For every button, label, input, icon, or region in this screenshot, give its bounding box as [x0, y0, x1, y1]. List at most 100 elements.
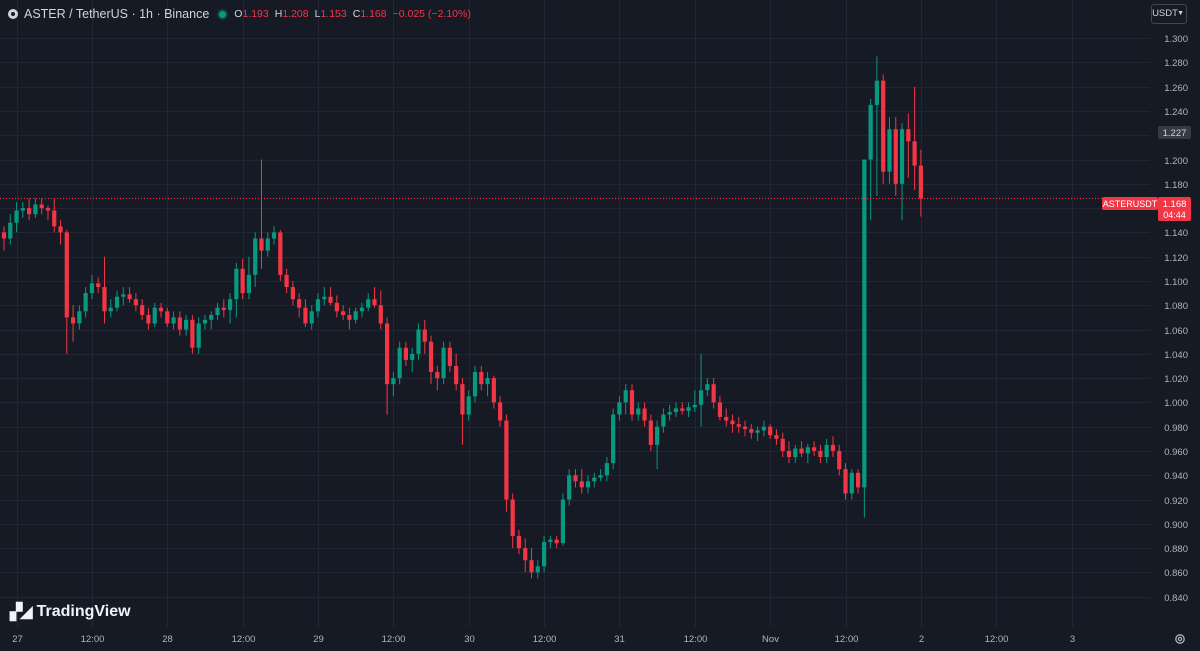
candle-body [604, 463, 609, 476]
candle [673, 402, 679, 417]
chevron-down-icon: ▼ [1177, 10, 1184, 17]
candle-body [724, 416, 729, 421]
candle [742, 420, 748, 437]
candle-body [359, 307, 365, 312]
symbol-logo-icon [8, 9, 18, 19]
candle [485, 372, 490, 397]
candle-body [623, 390, 628, 403]
candle-body [422, 329, 427, 342]
candle-body [485, 378, 490, 385]
candle [799, 441, 804, 458]
candle [749, 424, 754, 439]
last-price-tag: ASTERUSDT 1.168 04:44 [1102, 197, 1191, 221]
candle [397, 341, 402, 385]
candle-body [177, 317, 182, 330]
candle [83, 287, 88, 318]
y-tick-label: 0.840 [1164, 593, 1188, 604]
candle [127, 287, 132, 303]
crosshair-price-label: 1.227 [1158, 126, 1191, 139]
candle-body [384, 323, 390, 385]
candle [479, 365, 484, 391]
price-axis[interactable]: 0.840 0.860 0.880 0.900 0.920 0.940 0.960 0.980… [1164, 34, 1188, 604]
candle-body [774, 435, 779, 439]
candle-body [579, 481, 584, 488]
candle-body [567, 475, 572, 500]
candle [359, 302, 365, 318]
y-tick-label: 1.240 [1164, 107, 1188, 118]
candle [89, 274, 95, 300]
candle-body [89, 283, 95, 294]
candle [611, 408, 616, 470]
candle [70, 305, 76, 342]
candle-body [27, 208, 32, 215]
candle-body [102, 287, 107, 312]
candle [893, 117, 898, 196]
candle-body [617, 402, 622, 415]
candle [341, 305, 346, 320]
candle [466, 390, 471, 421]
candle [265, 232, 270, 257]
y-tick-label: 0.980 [1164, 423, 1188, 434]
candle [862, 159, 867, 518]
y-tick-label: 0.860 [1164, 568, 1188, 579]
candle [171, 311, 176, 330]
candle [560, 493, 566, 546]
candle [554, 535, 559, 549]
crosshair-price-text: 1.227 [1163, 128, 1187, 139]
candle-body [667, 412, 672, 415]
gear-icon[interactable] [1174, 633, 1186, 645]
candle-body [717, 402, 723, 417]
candle [730, 414, 735, 433]
candle [64, 229, 69, 354]
candle-body [309, 311, 314, 324]
candle-body [830, 444, 836, 451]
candle [177, 311, 182, 336]
candle [881, 74, 886, 184]
candle-body [818, 450, 823, 458]
candle-body [673, 408, 679, 413]
candle [221, 299, 226, 318]
candle-body [912, 141, 917, 166]
candle-body [140, 305, 145, 315]
tradingview-mark-icon: ▞◢ [10, 604, 33, 621]
candle-body [636, 408, 641, 415]
candle [278, 229, 283, 281]
candle-body [479, 372, 484, 385]
candle-body [472, 372, 478, 397]
candle [786, 441, 792, 464]
candle-body [334, 302, 339, 312]
ohlc-high: H1.208 [274, 8, 309, 20]
candle [290, 280, 295, 306]
candle [585, 475, 591, 494]
y-tick-label: 1.140 [1164, 228, 1188, 239]
candle [667, 404, 672, 421]
candle-body [39, 204, 44, 209]
candle [698, 353, 704, 427]
candle [309, 305, 314, 330]
y-tick-label: 1.080 [1164, 301, 1188, 312]
ohlc-low: L1.153 [314, 8, 347, 20]
currency-select[interactable]: USDT ▼ [1151, 4, 1187, 24]
candle [158, 302, 164, 318]
candle [617, 396, 622, 421]
y-tick-label: 1.260 [1164, 83, 1188, 94]
candle-body [887, 129, 892, 172]
candle [45, 205, 51, 221]
candle-body [146, 314, 151, 324]
candle-body [127, 294, 132, 300]
candle-body [824, 444, 829, 458]
candle [96, 277, 101, 294]
x-tick-label: Nov [762, 634, 779, 645]
candle [918, 149, 923, 217]
candle [843, 463, 848, 500]
symbol-title[interactable]: ASTER / TetherUS · 1h · Binance [24, 7, 210, 21]
candle-body [705, 384, 710, 391]
candle-body [378, 305, 383, 324]
y-tick-label: 1.000 [1164, 398, 1188, 409]
x-tick-label: 29 [313, 634, 324, 645]
candle [416, 323, 421, 360]
candle-body [114, 296, 120, 308]
time-axis[interactable]: 27 12:00 28 12:00 29 12:00 30 12:00 31 12:00 Nov 12… [12, 634, 1075, 645]
candle [460, 378, 465, 445]
